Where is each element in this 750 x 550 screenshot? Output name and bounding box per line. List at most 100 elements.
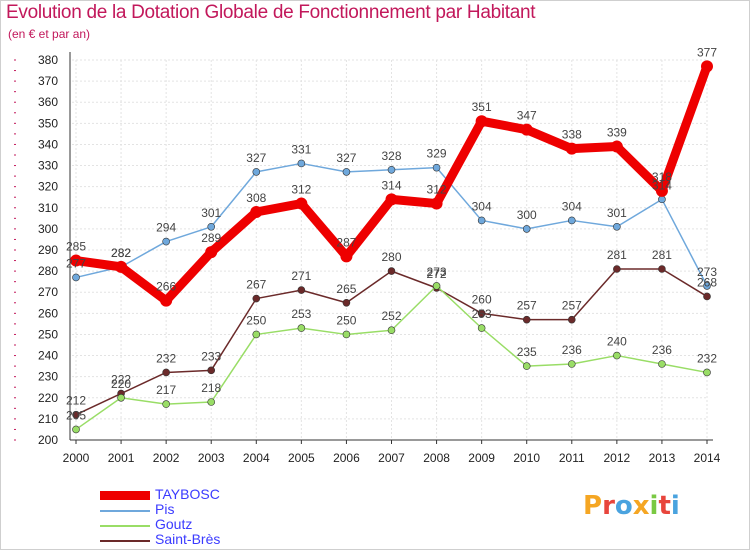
x-tick-label: 2005 bbox=[288, 451, 315, 465]
data-point bbox=[207, 398, 216, 406]
data-label: 304 bbox=[472, 199, 492, 213]
logo-letter: r bbox=[602, 491, 615, 521]
data-point bbox=[162, 400, 170, 408]
data-label: 268 bbox=[697, 275, 717, 289]
legend-swatch bbox=[100, 491, 150, 500]
data-label: 250 bbox=[336, 313, 356, 327]
data-point bbox=[703, 368, 711, 377]
data-label: 300 bbox=[517, 208, 537, 222]
data-label: 327 bbox=[336, 151, 356, 165]
data-label: 338 bbox=[562, 128, 582, 142]
data-point bbox=[385, 193, 398, 206]
x-tick-label: 2010 bbox=[513, 451, 540, 465]
x-tick-label: 2003 bbox=[198, 451, 225, 465]
data-point bbox=[565, 142, 578, 155]
data-label: 304 bbox=[562, 199, 582, 213]
data-label: 257 bbox=[517, 299, 537, 313]
data-label: 266 bbox=[156, 280, 176, 294]
y-tick-label: 350 bbox=[38, 116, 58, 130]
data-label: 218 bbox=[201, 381, 221, 395]
legend-label: Goutz bbox=[155, 516, 193, 532]
data-label: 257 bbox=[562, 299, 582, 313]
data-point bbox=[160, 294, 173, 307]
data-point bbox=[117, 393, 125, 402]
data-label: 328 bbox=[381, 149, 401, 163]
x-tick-label: 2014 bbox=[694, 451, 721, 465]
data-point bbox=[613, 222, 621, 231]
legend-swatch bbox=[100, 540, 150, 542]
legend-swatch bbox=[100, 525, 150, 527]
logo-letter: i bbox=[649, 491, 659, 521]
data-label: 220 bbox=[111, 377, 131, 391]
data-point bbox=[522, 225, 531, 233]
x-tick-label: 2002 bbox=[153, 451, 180, 465]
data-point bbox=[162, 368, 170, 377]
data-point bbox=[252, 294, 261, 303]
data-label: 240 bbox=[607, 335, 627, 349]
data-point bbox=[72, 410, 80, 419]
y-tick-label: 230 bbox=[38, 370, 58, 384]
data-point bbox=[703, 282, 711, 290]
chart-title: Evolution de la Dotation Globale de Fonc… bbox=[6, 2, 536, 23]
data-label: 232 bbox=[156, 351, 176, 365]
data-label: 272 bbox=[427, 267, 447, 281]
data-label: 282 bbox=[111, 246, 131, 260]
data-label: 236 bbox=[562, 343, 582, 357]
y-tick-label: 320 bbox=[38, 180, 58, 194]
data-point bbox=[703, 292, 711, 301]
data-point bbox=[387, 326, 396, 335]
data-point bbox=[72, 273, 80, 282]
y-tick-label: 310 bbox=[38, 201, 58, 215]
data-label: 232 bbox=[697, 351, 717, 365]
data-label: 318 bbox=[652, 170, 672, 184]
data-label: 327 bbox=[246, 151, 266, 165]
data-point bbox=[613, 265, 621, 273]
legend-swatch bbox=[100, 510, 150, 512]
data-point bbox=[207, 222, 216, 231]
data-point bbox=[432, 163, 441, 172]
y-tick-label: 360 bbox=[38, 95, 58, 109]
y-tick-label: 330 bbox=[38, 159, 58, 173]
data-point bbox=[162, 237, 170, 246]
data-point bbox=[430, 197, 443, 210]
data-label: 235 bbox=[517, 345, 537, 359]
data-point bbox=[655, 184, 668, 197]
data-label: 301 bbox=[607, 206, 627, 220]
x-tick-label: 2007 bbox=[378, 451, 405, 465]
y-tick-label: 370 bbox=[38, 74, 58, 88]
data-label: 351 bbox=[472, 100, 492, 114]
x-tick-label: 2011 bbox=[559, 451, 585, 465]
data-point bbox=[475, 115, 488, 128]
data-point bbox=[297, 159, 306, 168]
data-label: 308 bbox=[246, 191, 266, 205]
data-point bbox=[387, 165, 396, 174]
logo-letter: t bbox=[658, 491, 671, 521]
data-label: 277 bbox=[66, 256, 86, 270]
chart-subtitle: (en € et par an) bbox=[8, 27, 91, 41]
data-point bbox=[658, 360, 666, 368]
data-label: 205 bbox=[66, 408, 86, 422]
data-label: 377 bbox=[697, 45, 717, 59]
data-label: 301 bbox=[201, 206, 221, 220]
x-tick-label: 2013 bbox=[649, 451, 676, 465]
legend-label: Saint-Brès bbox=[155, 531, 221, 547]
data-label: 217 bbox=[156, 383, 176, 397]
data-point bbox=[205, 246, 218, 259]
data-point bbox=[432, 282, 441, 290]
y-tick-label: 250 bbox=[38, 327, 58, 341]
data-point bbox=[70, 254, 82, 267]
data-label: 294 bbox=[156, 221, 176, 235]
data-label: 347 bbox=[517, 109, 537, 123]
data-point bbox=[520, 123, 533, 136]
x-tick-label: 2001 bbox=[108, 451, 135, 465]
data-label: 312 bbox=[427, 183, 447, 197]
axes: 200 210 220 230 240 250 260 270 280 290 300 310 320 3… bbox=[14, 52, 721, 465]
data-label: 285 bbox=[66, 240, 86, 254]
data-point bbox=[522, 362, 531, 370]
data-point bbox=[250, 206, 263, 218]
data-label: 233 bbox=[201, 349, 221, 363]
data-point bbox=[701, 60, 713, 73]
data-point bbox=[342, 330, 351, 339]
data-label: 250 bbox=[246, 313, 266, 327]
